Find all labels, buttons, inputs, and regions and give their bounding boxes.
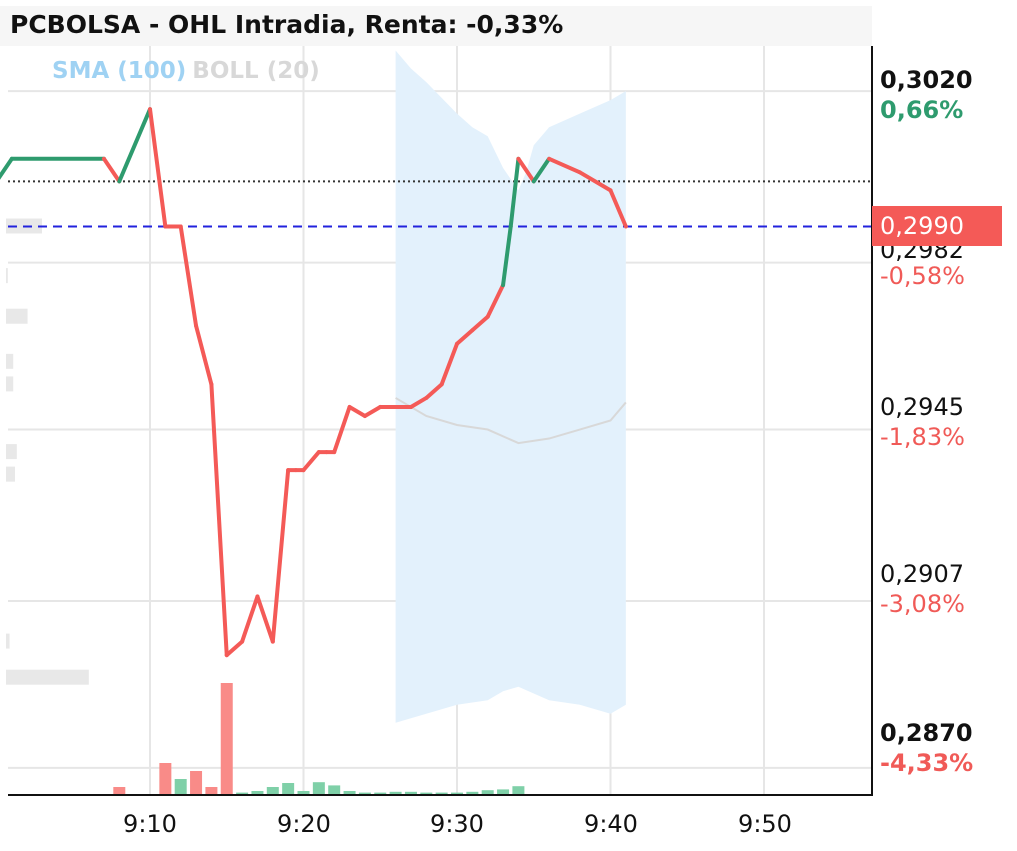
volume-bar xyxy=(266,787,279,795)
volume-bar xyxy=(159,763,172,795)
legend-boll[interactable]: BOLL (20) xyxy=(192,58,320,84)
sma-line xyxy=(395,397,627,445)
price-segment xyxy=(332,404,352,455)
volume-bar xyxy=(420,792,433,795)
current-price-badge: 0,2990 xyxy=(872,206,1002,246)
y-tick-label: 0,3020 xyxy=(880,66,973,94)
price-segment xyxy=(508,156,521,229)
price-segment xyxy=(455,328,475,346)
price-segment xyxy=(194,323,214,387)
depth-bar xyxy=(6,444,17,460)
volume-bar xyxy=(389,791,402,795)
price-segment xyxy=(516,156,536,184)
price-segment xyxy=(470,314,490,333)
y-tick-pct: -4,33% xyxy=(880,749,974,777)
title-bar xyxy=(0,6,872,46)
price-segment xyxy=(209,382,229,658)
depth-bar xyxy=(6,308,28,324)
volume-bar xyxy=(404,791,417,795)
price-segment xyxy=(0,156,14,180)
depth-bar xyxy=(6,669,89,685)
price-segment xyxy=(301,450,321,473)
volume-bar xyxy=(466,791,479,795)
x-tick-label: 9:50 xyxy=(738,810,792,838)
depth-bar xyxy=(6,376,14,392)
price-segment xyxy=(117,107,152,184)
price-segment xyxy=(547,156,582,175)
volume-bar xyxy=(328,785,341,795)
volume-bars xyxy=(113,683,525,795)
bollinger-band xyxy=(395,50,627,723)
volume-bar xyxy=(312,782,325,795)
price-segment xyxy=(148,107,168,229)
x-tick-label: 9:40 xyxy=(584,810,638,838)
bollinger-band-area xyxy=(395,50,626,723)
price-segment xyxy=(270,468,291,644)
price-segment xyxy=(608,188,628,229)
volume-bar xyxy=(174,779,187,795)
chart-axes xyxy=(8,46,873,796)
volume-bar xyxy=(497,789,510,795)
volume-bar xyxy=(435,792,448,795)
x-tick-label: 9:10 xyxy=(123,810,177,838)
depth-bar xyxy=(6,466,15,482)
y-tick-pct: -0,58% xyxy=(880,262,965,290)
y-tick-pct: -1,83% xyxy=(880,423,965,451)
price-segment xyxy=(362,404,383,418)
volume-bar xyxy=(297,791,310,795)
indicator-legend[interactable]: SMA (100) BOLL (20) xyxy=(52,58,320,84)
legend-sma[interactable]: SMA (100) xyxy=(52,58,187,84)
price-segment xyxy=(255,594,275,644)
y-tick-label: 0,2870 xyxy=(880,719,973,747)
volume-bar xyxy=(512,786,525,795)
volume-bar xyxy=(282,783,295,795)
reference-lines xyxy=(8,180,872,228)
y-tick-label: 0,2945 xyxy=(880,393,964,421)
depth-bar xyxy=(6,633,10,649)
volume-bar xyxy=(220,683,233,795)
price-segment xyxy=(501,224,513,288)
x-tick-label: 9:30 xyxy=(430,810,484,838)
volume-bar xyxy=(205,787,218,795)
chart-title: PCBOLSA - OHL Intradia, Renta: -0,33% xyxy=(10,10,564,39)
y-tick-pct: 0,66% xyxy=(880,96,964,124)
price-segment xyxy=(424,382,444,400)
depth-bar xyxy=(6,268,8,284)
volume-bar xyxy=(358,792,371,795)
y-tick-pct: -3,08% xyxy=(880,590,965,618)
price-segment xyxy=(577,170,613,193)
price-segment xyxy=(347,404,367,418)
volume-bar xyxy=(251,791,264,795)
price-line xyxy=(0,107,628,658)
price-segment xyxy=(178,224,199,328)
volume-bar xyxy=(190,771,203,795)
price-segment xyxy=(485,283,506,319)
price-segment xyxy=(439,341,459,387)
depth-bars xyxy=(6,218,89,685)
price-segment xyxy=(224,639,245,658)
volume-bar xyxy=(113,787,126,795)
x-tick-label: 9:20 xyxy=(277,810,331,838)
depth-bar xyxy=(6,353,14,369)
volume-bar xyxy=(451,792,463,795)
volume-bar xyxy=(481,790,494,795)
price-segment xyxy=(101,156,122,184)
price-segment xyxy=(408,395,429,409)
y-tick-label: 0,2907 xyxy=(880,560,964,588)
volume-bar xyxy=(374,792,387,795)
price-segment xyxy=(531,156,552,184)
volume-bar xyxy=(343,791,356,795)
price-segment xyxy=(240,594,260,644)
volume-bar xyxy=(236,792,249,795)
